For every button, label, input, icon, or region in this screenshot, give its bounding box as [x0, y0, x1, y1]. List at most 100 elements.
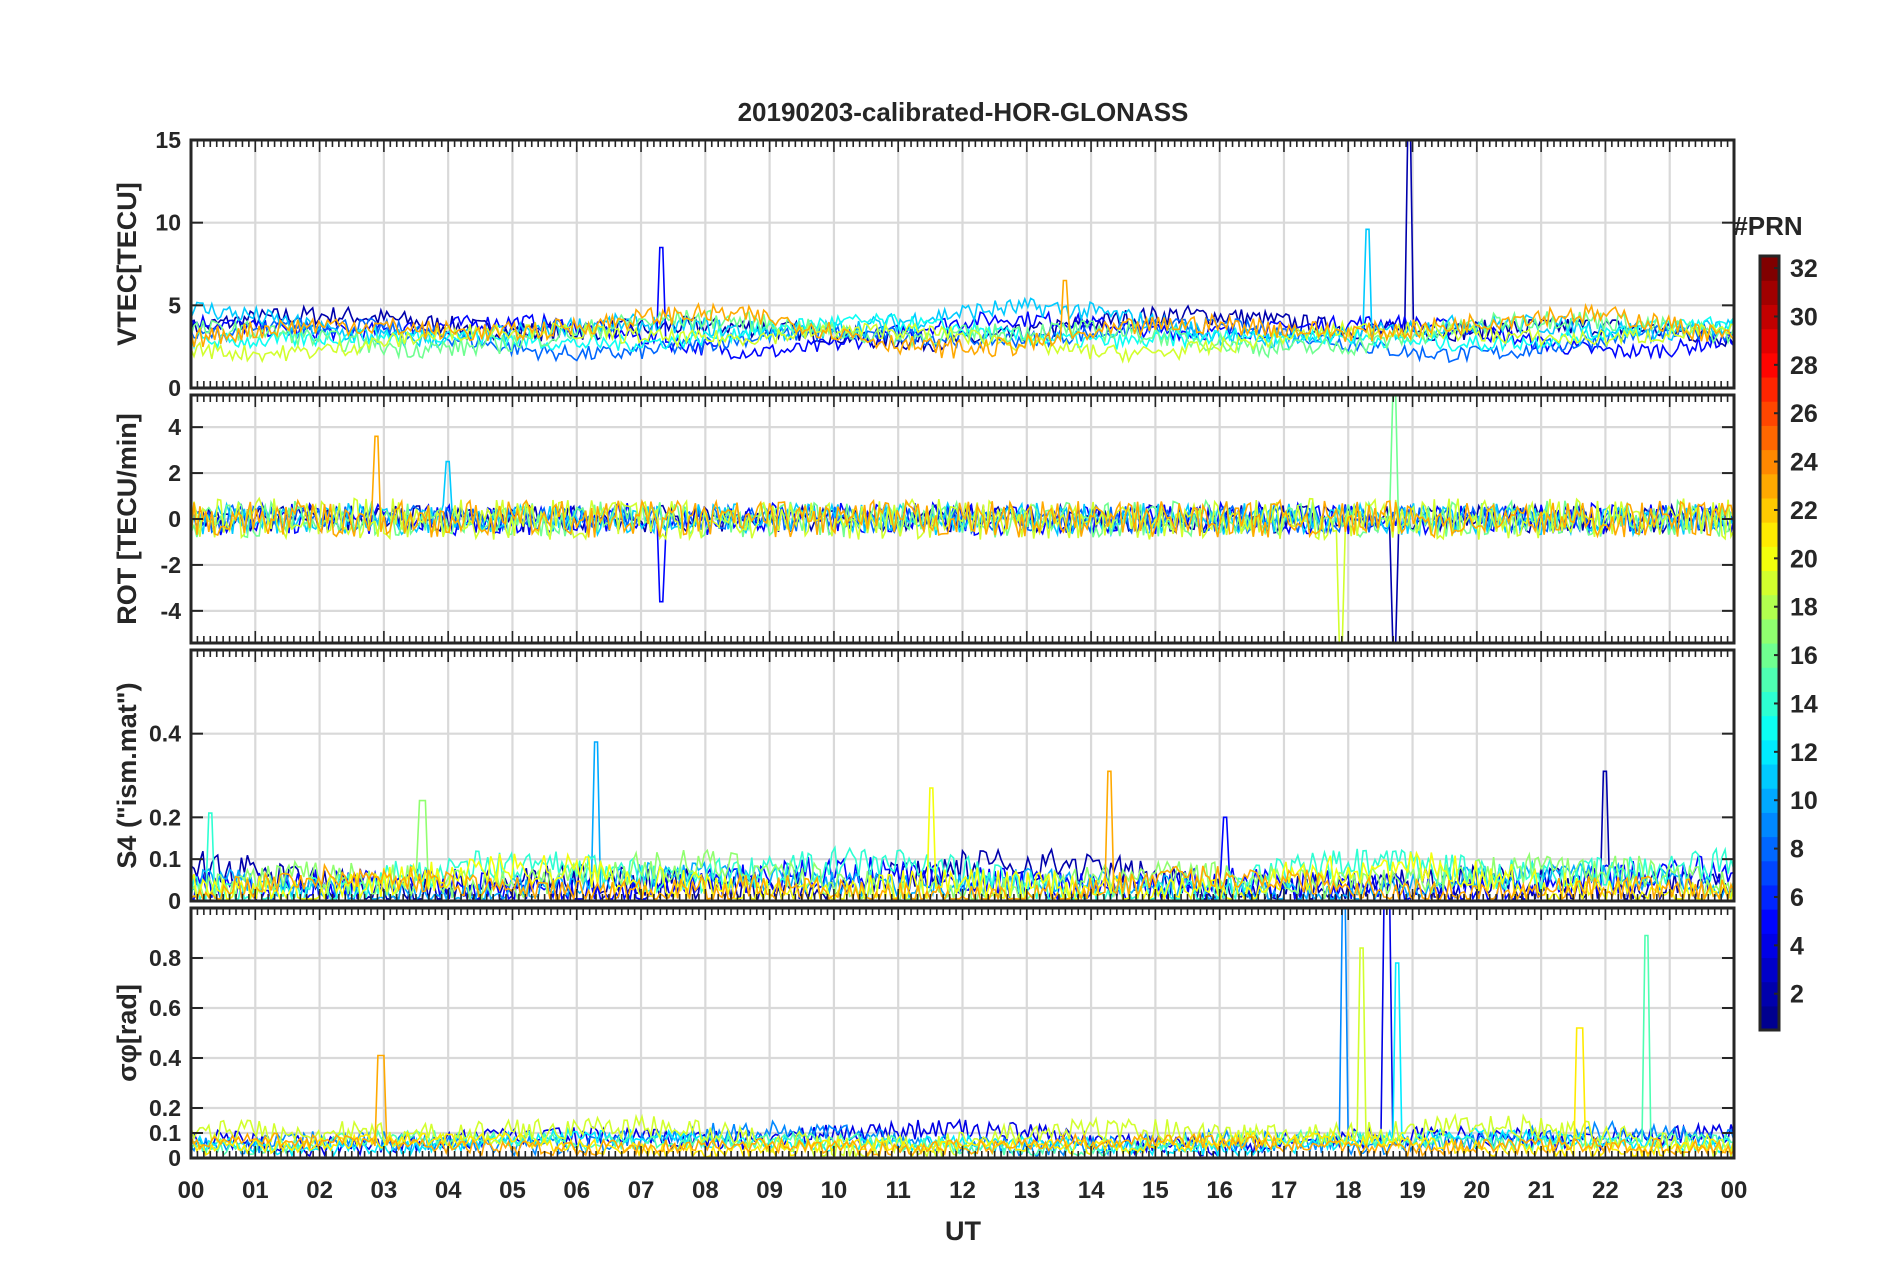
series-prn-16 — [191, 309, 1734, 360]
y-tick-label: 0 — [168, 375, 181, 401]
colorbar-segment — [1760, 884, 1779, 910]
x-tick-label: 07 — [628, 1177, 655, 1204]
x-tick-label: 23 — [1656, 1177, 1683, 1204]
colorbar-tick-label: 22 — [1790, 497, 1818, 525]
x-tick-label: 09 — [756, 1177, 783, 1204]
panel-2: -4 -2 0 2 4 ROT [TECU/min] — [112, 393, 1736, 645]
x-tick-label: 12 — [949, 1177, 976, 1204]
panel-3: 0 0.1 0.2 0.4 S4 ("ism.mat") — [112, 648, 1736, 914]
x-tick-label: 16 — [1206, 1177, 1233, 1204]
colorbar-segment — [1760, 546, 1779, 572]
colorbar-segment — [1760, 594, 1779, 620]
x-tick-label: 20 — [1463, 1177, 1490, 1204]
x-tick-label: 11 — [886, 1177, 911, 1204]
colorbar-segment — [1760, 570, 1779, 596]
x-tick-label: 00 — [178, 1177, 205, 1204]
x-tick-label: 15 — [1142, 1177, 1169, 1204]
y-tick-label: -4 — [161, 598, 182, 624]
colorbar-frame — [1758, 254, 1781, 1032]
colorbar-tick-label: 28 — [1790, 352, 1818, 380]
colorbar-tick-label: 30 — [1790, 303, 1818, 331]
y-tick-label: 0.2 — [149, 804, 181, 830]
colorbar-segment — [1760, 352, 1779, 378]
y-tick-label: 0.8 — [149, 945, 181, 971]
x-axis-label: UT — [945, 1216, 981, 1246]
panel-2-traces — [191, 395, 1734, 643]
x-tick-label: 21 — [1528, 1177, 1555, 1204]
colorbar-segment — [1760, 328, 1779, 354]
colorbar-segment — [1760, 933, 1779, 959]
colorbar-segment — [1760, 376, 1779, 402]
colorbar-segment — [1760, 667, 1779, 692]
colorbar-tick-label: 24 — [1790, 449, 1818, 477]
y-tick-label: 0.4 — [149, 721, 181, 747]
colorbar-segment — [1760, 812, 1779, 838]
y-axis-label: σφ[rad] — [112, 984, 142, 1082]
x-tick-label: 01 — [242, 1177, 269, 1204]
series-prn-23 — [191, 435, 1734, 539]
colorbar-segment — [1760, 957, 1779, 983]
colorbar-segment — [1760, 522, 1779, 547]
colorbar-tick-label: 20 — [1790, 545, 1818, 573]
y-axis-label: S4 ("ism.mat") — [112, 682, 142, 868]
y-tick-label: 0 — [168, 1145, 181, 1171]
colorbar-tick-label: 26 — [1790, 400, 1818, 428]
colorbar-segment — [1760, 401, 1779, 426]
y-axis-label: ROT [TECU/min] — [112, 413, 142, 624]
x-tick-label: 02 — [306, 1177, 333, 1204]
y-tick-label: 15 — [155, 127, 181, 153]
colorbar-tick-label: 2 — [1790, 981, 1804, 1009]
colorbar-tick-label: 12 — [1790, 739, 1818, 767]
colorbar-segment — [1760, 618, 1779, 644]
colorbar-segment — [1760, 763, 1779, 789]
y-tick-label: 2 — [168, 460, 181, 486]
colorbar-segment — [1760, 643, 1779, 668]
colorbar-label: #PRN — [1733, 211, 1802, 241]
x-axis: 00 01 02 03 04 05 06 07 08 09 10 11 12 13 14 15 16 17 18 19… — [178, 1177, 1748, 1204]
colorbar-segment — [1760, 425, 1779, 451]
colorbar-segment — [1760, 691, 1779, 717]
colorbar-segment — [1760, 739, 1779, 765]
x-tick-label: 18 — [1335, 1177, 1362, 1204]
x-tick-label: 14 — [1078, 1177, 1105, 1204]
x-tick-label: 08 — [692, 1177, 719, 1204]
series-prn-20 — [191, 787, 1734, 901]
series-prn-13 — [191, 312, 1734, 353]
colorbar-segment — [1760, 449, 1779, 475]
y-tick-label: 4 — [168, 414, 181, 440]
colorbar-segment — [1760, 981, 1779, 1007]
series-prn-23 — [191, 279, 1734, 359]
x-tick-label: 06 — [563, 1177, 590, 1204]
x-tick-label: 03 — [371, 1177, 398, 1204]
colorbar-segment — [1760, 497, 1779, 523]
y-axis-label: VTEC[TECU] — [112, 182, 142, 346]
x-tick-label: 19 — [1399, 1177, 1426, 1204]
y-tick-label: 0.1 — [149, 846, 181, 872]
x-tick-label: 22 — [1592, 1177, 1619, 1204]
colorbar-tick-label: 32 — [1790, 255, 1818, 283]
x-tick-label: 17 — [1271, 1177, 1298, 1204]
y-tick-label: -2 — [161, 552, 181, 578]
panel-1-traces — [191, 140, 1734, 364]
colorbar-segment — [1760, 836, 1779, 862]
colorbar-segment — [1760, 304, 1779, 330]
colorbar-tick-label: 18 — [1790, 594, 1818, 622]
colorbar-segment — [1760, 256, 1779, 281]
colorbar-segment — [1760, 715, 1779, 741]
y-tick-label: 0.4 — [149, 1045, 181, 1071]
y-tick-label: 0.1 — [149, 1120, 181, 1146]
y-tick-label: 5 — [168, 292, 181, 318]
y-tick-label: 0 — [168, 506, 181, 532]
x-tick-label: 10 — [821, 1177, 848, 1204]
x-tick-label: 00 — [1721, 1177, 1748, 1204]
y-tick-label: 0.6 — [149, 995, 181, 1021]
colorbar-segment — [1760, 788, 1779, 813]
colorbar-tick-label: 4 — [1790, 932, 1804, 960]
colorbar-tick-label: 16 — [1790, 642, 1818, 670]
x-tick-label: 13 — [1013, 1177, 1040, 1204]
colorbar-segment — [1760, 909, 1779, 934]
colorbar-tick-label: 6 — [1790, 884, 1804, 912]
colorbar-tick-label: 14 — [1790, 690, 1818, 718]
